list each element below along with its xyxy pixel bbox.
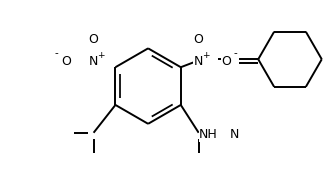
Text: -: - <box>55 48 59 58</box>
Text: O: O <box>221 55 231 68</box>
Text: NH: NH <box>199 128 218 141</box>
Text: N: N <box>194 55 203 68</box>
Text: N: N <box>230 128 239 141</box>
Text: O: O <box>89 33 98 46</box>
Text: -: - <box>234 48 237 58</box>
Text: O: O <box>194 33 204 46</box>
Text: +: + <box>97 51 104 60</box>
Text: O: O <box>61 55 71 68</box>
Text: +: + <box>202 51 209 60</box>
Text: N: N <box>89 55 98 68</box>
